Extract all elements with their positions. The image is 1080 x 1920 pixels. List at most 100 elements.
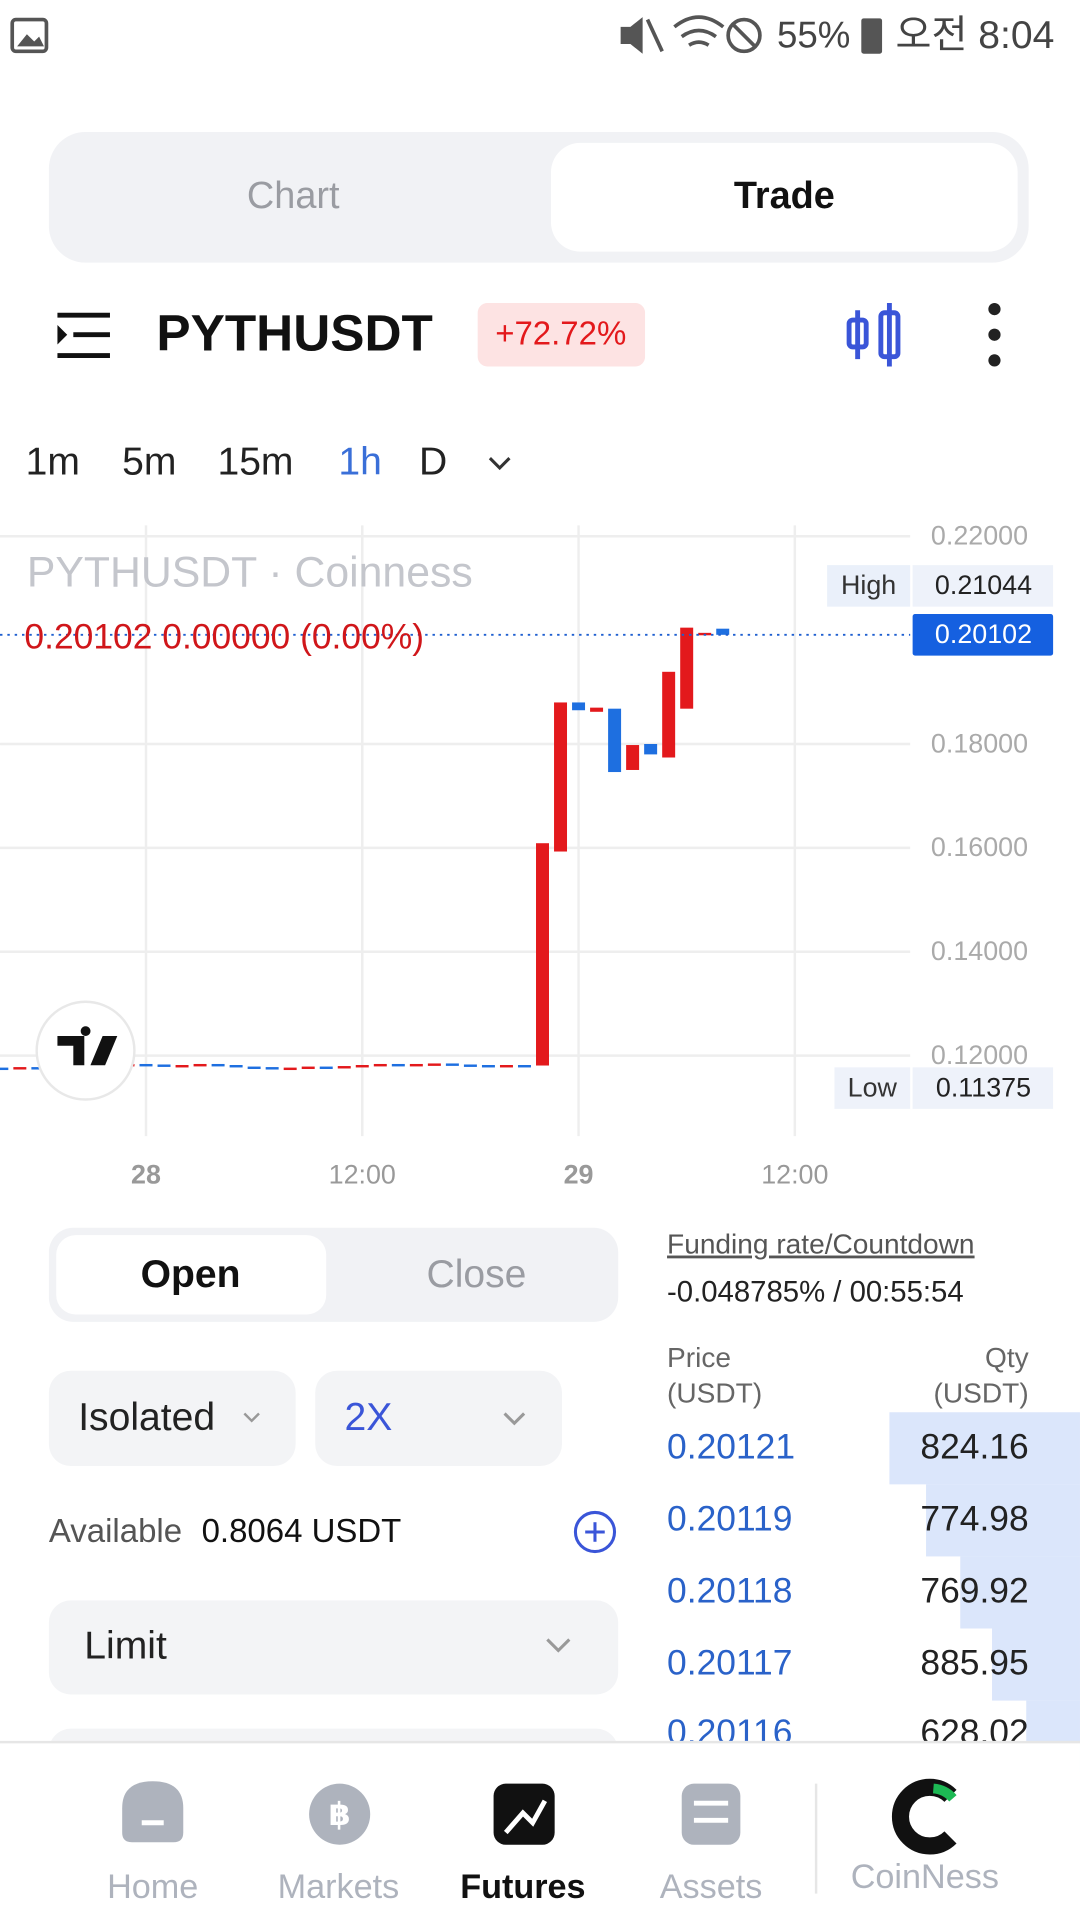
ohlc-legend: 0.20102 0.00000 (0.00%) — [24, 616, 424, 656]
candle-body — [517, 1065, 531, 1068]
nav-item[interactable]: Assets — [660, 1868, 763, 1906]
chart-tab[interactable]: Chart — [247, 175, 340, 217]
candle-body — [265, 1067, 279, 1070]
candle-body — [13, 1067, 27, 1070]
order-book-rows: 0.20121 824.16 0.20119 774.98 0.20118 769.92 0… — [667, 1426, 1029, 1752]
candle-body — [31, 1067, 45, 1070]
available-label: Available — [49, 1512, 182, 1549]
ask-price[interactable]: 0.20119 — [667, 1498, 792, 1538]
order-type-select[interactable] — [48, 1600, 619, 1695]
close-tab[interactable]: Close — [427, 1253, 527, 1296]
candle-body — [373, 1063, 387, 1067]
low-tag: Low — [848, 1072, 898, 1102]
y-tick-label: 0.14000 — [931, 936, 1028, 966]
open-tab[interactable]: Open — [141, 1253, 241, 1296]
nav-item[interactable]: Home — [107, 1868, 198, 1906]
price-header: Price — [667, 1342, 731, 1373]
y-tick-label: 0.22000 — [931, 521, 1028, 551]
timeframe[interactable]: 1m — [26, 441, 80, 484]
candle-body — [193, 1063, 207, 1067]
candle-body — [626, 745, 640, 770]
dnd-icon — [726, 17, 762, 54]
funding-value: -0.048785% / 00:55:54 — [667, 1276, 964, 1309]
ask-qty: 774.98 — [920, 1498, 1028, 1538]
ask-price[interactable]: 0.20118 — [667, 1570, 792, 1610]
candle-body — [247, 1066, 261, 1070]
menu-icon[interactable] — [57, 312, 110, 358]
candle-body — [0, 1067, 9, 1071]
battery-percent: 55% — [777, 15, 850, 56]
last-price-label: 0.20102 — [935, 619, 1032, 649]
low-value: 0.11375 — [936, 1072, 1031, 1102]
timeframe[interactable]: D — [419, 441, 447, 484]
timeframe[interactable]: 5m — [122, 441, 176, 484]
price-header-unit: (USDT) — [667, 1378, 762, 1409]
nav-labels: Home Markets Futures Assets CoinNess — [107, 1858, 999, 1906]
trade-tab[interactable]: Trade — [734, 175, 835, 217]
svg-text:฿: ฿ — [329, 1796, 351, 1832]
nav-item[interactable]: Futures — [460, 1868, 585, 1906]
nav-item[interactable]: Markets — [278, 1868, 400, 1906]
candle-body — [608, 708, 622, 773]
candle-body — [554, 702, 568, 852]
tv-logo — [57, 1026, 118, 1066]
symbol[interactable]: PYTHUSDT — [156, 305, 432, 362]
candle-body — [662, 671, 676, 758]
add-funds-icon[interactable] — [573, 1510, 617, 1554]
nav-icons: ฿ — [122, 1778, 957, 1855]
timeframe[interactable]: 1h — [338, 441, 381, 484]
chart-type-icon[interactable] — [846, 302, 901, 367]
x-tick-label: 12:00 — [761, 1160, 828, 1190]
nav-item[interactable]: CoinNess — [851, 1858, 999, 1896]
candle-body — [139, 1063, 153, 1067]
candle-body — [716, 628, 730, 635]
wifi-icon — [673, 15, 725, 47]
gallery-icon — [10, 17, 49, 54]
x-tick-label: 12:00 — [329, 1160, 396, 1190]
low-value-box — [912, 1067, 1054, 1109]
candle-body — [157, 1064, 171, 1067]
y-tick-label: 0.16000 — [931, 832, 1028, 862]
ask-price[interactable]: 0.20117 — [667, 1643, 792, 1683]
candle-body — [427, 1063, 441, 1066]
candle-body — [337, 1066, 351, 1069]
candle-body — [590, 707, 604, 712]
timeframe-more[interactable] — [488, 457, 511, 471]
candle-body — [481, 1065, 495, 1068]
leverage-select[interactable] — [315, 1370, 562, 1467]
candle-body — [680, 627, 694, 709]
change-percent: +72.72% — [495, 315, 626, 352]
mute-icon — [620, 17, 643, 54]
price-chart: 0.12000 0.14000 0.16000 0.18000 0.22000 28 12:… — [0, 521, 1054, 1190]
candle-body — [644, 744, 658, 755]
high-value-box — [912, 565, 1054, 607]
candle-body — [301, 1066, 315, 1070]
ask-qty: 824.16 — [920, 1426, 1028, 1466]
chevron — [243, 1412, 260, 1423]
chevron — [503, 1412, 526, 1426]
depth-bars — [889, 1412, 1080, 1773]
timeframe[interactable]: 15m — [217, 441, 293, 484]
margin-mode-select[interactable] — [48, 1370, 296, 1467]
open-tab-bg — [56, 1235, 327, 1315]
more-icon[interactable] — [988, 302, 1001, 367]
candle-body — [355, 1065, 369, 1068]
timeframe-bar: 1m 5m 15m 1h D — [26, 441, 448, 484]
candle-body — [536, 843, 549, 1066]
candle-body — [445, 1063, 459, 1066]
battery-icon — [861, 18, 883, 54]
last-price-box — [912, 614, 1054, 656]
candle-body — [572, 702, 586, 711]
funding-label[interactable]: Funding rate/Countdown — [667, 1229, 975, 1260]
x-tick-label: 29 — [564, 1160, 594, 1190]
change-badge — [477, 302, 646, 367]
x-tick-label: 28 — [131, 1160, 161, 1190]
chevron — [546, 1638, 571, 1653]
ask-price[interactable]: 0.20121 — [667, 1426, 795, 1466]
available-value: 0.8064 USDT — [202, 1512, 402, 1549]
high-value: 0.21044 — [935, 570, 1032, 600]
candle-body — [409, 1063, 423, 1067]
tv-logo-bg — [35, 1000, 136, 1101]
